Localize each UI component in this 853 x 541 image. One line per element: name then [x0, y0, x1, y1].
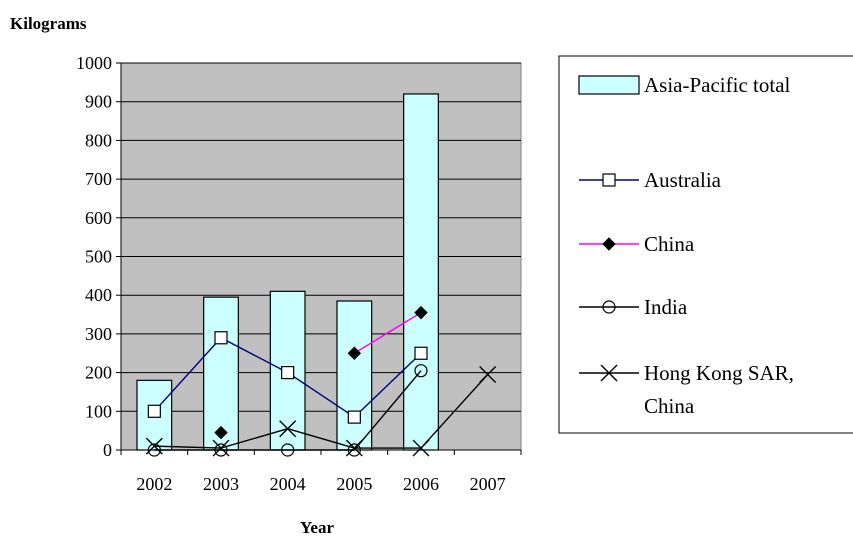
- y-tick-label-300: 300: [85, 324, 112, 344]
- y-tick-label-400: 400: [85, 285, 112, 305]
- legend-marker-hong-kong-sar-china-stroke-b: [600, 364, 618, 382]
- line-segment-australia: [353, 352, 422, 418]
- point-hong-kong-sar-china-2007: [479, 366, 497, 384]
- series-china: [214, 305, 428, 440]
- x-tick-label-2003: 2003: [203, 474, 239, 494]
- legend-label-australia: Australia: [644, 168, 722, 192]
- x-tick-label-2004: 2004: [270, 474, 306, 494]
- point-hong-kong-sar-china-2005-stroke-b: [345, 439, 363, 457]
- line-segment-australia: [220, 337, 288, 374]
- legend-marker-china: [602, 237, 616, 251]
- point-india-2003: [214, 443, 228, 457]
- series-australia: [147, 331, 428, 424]
- legend-label-hong-kong-sar-china: Hong Kong SAR,: [644, 361, 794, 385]
- line-segment-hong-kong-sar-china: [287, 428, 355, 449]
- point-china-2005: [347, 346, 362, 360]
- bar-2003: [203, 296, 239, 451]
- y-tick-label-500: 500: [85, 247, 112, 267]
- line-segment-australia: [153, 337, 222, 412]
- line-segment-hong-kong-sar-china: [420, 374, 489, 449]
- point-hong-kong-sar-china-2004-stroke-b: [279, 420, 297, 438]
- y-tick-label-800: 800: [85, 130, 112, 150]
- line-segment-india: [353, 370, 422, 451]
- point-hong-kong-sar-china-2004: [279, 420, 297, 438]
- point-india-2004: [281, 443, 295, 457]
- y-tick-label-200: 200: [85, 363, 112, 383]
- y-tick-label-700: 700: [85, 169, 112, 189]
- point-australia-2003: [214, 331, 228, 345]
- bar-2005: [336, 300, 373, 451]
- y-tick-label-100: 100: [85, 401, 112, 421]
- point-hong-kong-sar-china-2006-stroke-b: [412, 439, 430, 457]
- point-australia-2005: [347, 410, 361, 424]
- point-china-2006: [414, 305, 428, 320]
- point-india-2002: [147, 443, 161, 457]
- x-axis-title: Year: [300, 518, 334, 537]
- y-tick-label-600: 600: [85, 208, 112, 228]
- point-hong-kong-sar-china-2002-stroke-b: [145, 437, 163, 455]
- point-australia-2004: [281, 366, 295, 380]
- point-hong-kong-sar-china-2003: [212, 439, 230, 457]
- y-tick-label-0: 0: [103, 440, 112, 460]
- point-china-2003: [214, 425, 228, 440]
- legend-marker-australia: [602, 173, 616, 187]
- legend: Asia-Pacific total Australia China India Hon…: [558, 55, 853, 434]
- series-india: [147, 364, 428, 457]
- line-segment-china: [353, 312, 422, 354]
- line-segment-australia: [287, 372, 355, 418]
- line-segment-hong-kong-sar-china: [220, 428, 288, 449]
- point-hong-kong-sar-china-2003-stroke-b: [212, 439, 230, 457]
- plot-area: 0 100 200 300 400 500 600 700 800 900 1000 2002 2003…: [76, 53, 522, 494]
- x-tick-label-2005: 2005: [336, 474, 372, 494]
- point-australia-2002: [147, 404, 161, 418]
- legend-label-india: India: [644, 295, 688, 319]
- point-hong-kong-sar-china-2005: [345, 439, 363, 457]
- bar-2006: [403, 93, 439, 451]
- point-hong-kong-sar-china-2006: [412, 439, 430, 457]
- point-india-2006: [414, 364, 428, 378]
- x-tick-label-2006: 2006: [403, 474, 439, 494]
- legend-label-china: China: [644, 232, 695, 256]
- y-tick-label-900: 900: [85, 92, 112, 112]
- legend-swatch-asia-pacific-total: [578, 75, 640, 95]
- series-hong-kong-sar-china: [145, 366, 497, 457]
- point-india-2005: [347, 443, 361, 457]
- line-segment-hong-kong-sar-china: [154, 445, 222, 449]
- x-tick-label-2002: 2002: [136, 474, 172, 494]
- legend-marker-hong-kong-sar-china: [600, 364, 618, 382]
- legend-label-asia-pacific-total: Asia-Pacific total: [644, 73, 791, 97]
- y-axis-title: Kilograms: [10, 14, 87, 33]
- x-tick-label-2007: 2007: [470, 474, 506, 494]
- point-australia-2006: [414, 346, 428, 360]
- legend-marker-india: [602, 300, 616, 314]
- legend-label-hong-kong-sar-china-cont: China: [644, 394, 695, 418]
- y-tick-label-1000: 1000: [76, 53, 112, 73]
- point-hong-kong-sar-china-2007-stroke-b: [479, 366, 497, 384]
- point-hong-kong-sar-china-2002: [145, 437, 163, 455]
